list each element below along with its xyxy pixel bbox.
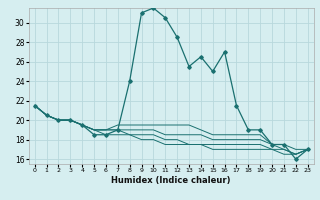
X-axis label: Humidex (Indice chaleur): Humidex (Indice chaleur) — [111, 176, 231, 185]
